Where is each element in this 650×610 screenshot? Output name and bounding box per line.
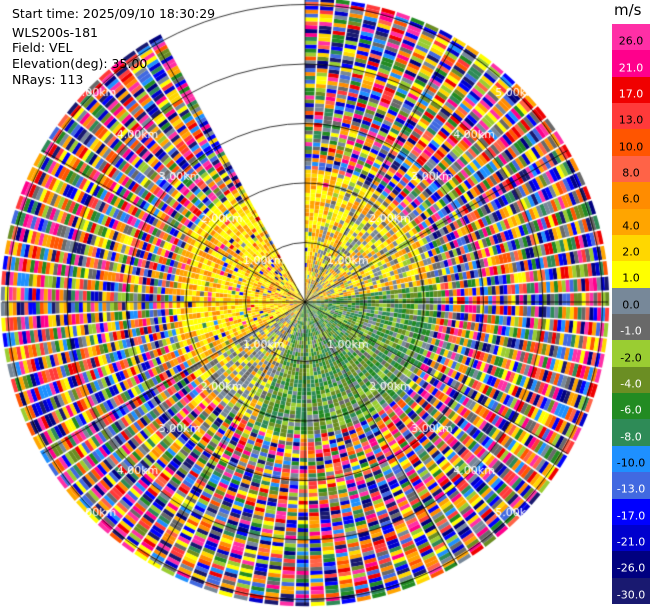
start-time-text: Start time: 2025/09/10 18:30:29: [12, 6, 216, 21]
colorbar-band: [612, 551, 650, 579]
colorbar-band: [612, 577, 650, 605]
field-text: Field: VEL: [12, 40, 73, 55]
colorbar-tick-label: 4.0: [622, 219, 640, 233]
colorbar-tick-label: -2.0: [620, 351, 642, 364]
colorbar-tick-label: 6.0: [622, 192, 640, 206]
colorbar-band: [612, 129, 650, 157]
colorbar-tick-label: -13.0: [616, 482, 646, 496]
colorbar-tick-label: 0.0: [622, 298, 640, 312]
colorbar-band: [612, 76, 650, 104]
colorbar-tick-label: -30.0: [616, 588, 646, 602]
colorbar-band: [612, 366, 650, 394]
colorbar-tick-label: 21.0: [618, 61, 644, 74]
colorbar-band: [612, 419, 650, 447]
colorbar-band: [612, 208, 650, 236]
colorbar-tick-label: 26.0: [618, 34, 644, 48]
colorbar-tick-label: -17.0: [616, 509, 646, 523]
colorbar-tick-label: -6.0: [620, 403, 642, 417]
colorbar-tick-label: -8.0: [620, 430, 642, 444]
colorbar-tick-label: 17.0: [618, 87, 644, 101]
colorbar-band: [612, 498, 650, 526]
colorbar-band: [612, 103, 650, 130]
colorbar-tick-label: -21.0: [616, 535, 646, 549]
colorbar-band: [612, 234, 650, 262]
colorbar-tick-label: -4.0: [620, 377, 642, 391]
colorbar-band: [612, 393, 650, 420]
colorbar-tick-label: 8.0: [622, 166, 640, 180]
colorbar-band: [612, 24, 650, 51]
elevation-text: Elevation(deg): 35.00: [12, 56, 148, 71]
colorbar-band: [612, 340, 650, 368]
nrays-text: NRays: 113: [12, 72, 84, 87]
colorbar-tick-label: 2.0: [622, 245, 640, 259]
colorbar-band: [612, 472, 650, 500]
colorbar-band: [612, 314, 650, 341]
colorbar-tick-label: -26.0: [616, 561, 646, 575]
radar-name-text: WLS200s-181: [12, 25, 98, 40]
colorbar-band: [612, 182, 650, 210]
colorbar-tick-label: 13.0: [618, 113, 644, 127]
colorbar-tick-label: 1.0: [622, 271, 640, 285]
colorbar: [612, 24, 650, 605]
colorbar-band: [612, 261, 650, 289]
colorbar-unit-label: m/s: [614, 1, 642, 19]
colorbar-tick-label: 10.0: [618, 140, 644, 154]
colorbar-band: [612, 155, 650, 183]
colorbar-band: [612, 445, 650, 473]
colorbar-tick-label: -1.0: [620, 324, 642, 338]
colorbar-band: [612, 524, 650, 552]
colorbar-tick-label: -10.0: [616, 456, 646, 470]
colorbar-band: [612, 287, 650, 315]
colorbar-band: [612, 50, 650, 78]
